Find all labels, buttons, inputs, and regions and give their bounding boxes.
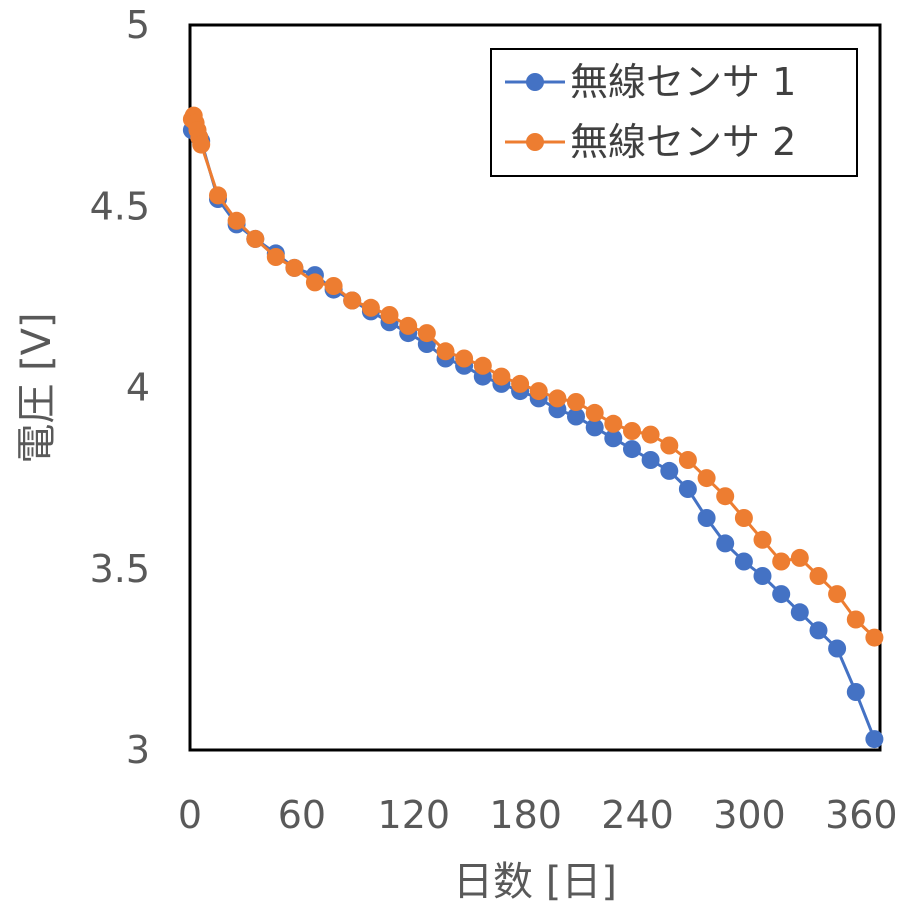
data-point	[604, 429, 623, 448]
series-layer	[182, 106, 884, 749]
data-point	[772, 552, 791, 571]
data-point	[623, 440, 641, 459]
data-point	[828, 639, 847, 658]
y-tick-label: 4.5	[90, 184, 150, 228]
data-point	[266, 248, 285, 266]
series-line	[190, 111, 876, 639]
data-point	[641, 451, 660, 469]
legend-label: 無線センサ 2	[570, 120, 796, 164]
y-tick-label: 4	[126, 366, 150, 410]
data-point	[585, 418, 604, 437]
data-point	[492, 367, 511, 386]
data-point	[828, 585, 847, 604]
data-point	[734, 552, 753, 571]
data-point	[772, 585, 791, 604]
data-point	[623, 422, 641, 440]
y-axis-title: 電圧 [V]	[14, 312, 60, 463]
data-point	[285, 258, 304, 277]
data-point	[246, 229, 265, 248]
data-point	[529, 382, 548, 401]
data-point	[436, 342, 455, 361]
data-point	[716, 487, 735, 506]
data-point	[585, 403, 604, 422]
data-point	[809, 567, 828, 585]
data-point	[660, 461, 679, 480]
data-point	[734, 509, 753, 527]
legend-box	[490, 48, 858, 177]
series-2	[182, 106, 884, 647]
data-point	[417, 324, 436, 343]
y-tick-label: 3.5	[90, 547, 150, 591]
y-tick-label: 5	[126, 3, 150, 47]
data-point	[227, 211, 246, 230]
x-axis-title: 日数 [日]	[453, 859, 617, 905]
x-axis-ticks: 0 60 120 180 240 300 360	[178, 793, 898, 837]
legend: 無線センサ 1 無線センサ 2	[490, 48, 858, 177]
data-point	[567, 393, 585, 411]
y-tick-label: 3	[126, 728, 150, 772]
data-point	[473, 356, 492, 375]
data-point	[716, 534, 735, 553]
data-point	[790, 548, 809, 567]
x-tick-label: 240	[601, 793, 674, 837]
data-point	[324, 277, 343, 295]
data-point	[604, 414, 623, 433]
legend-swatch-marker	[526, 133, 544, 151]
data-point	[846, 610, 865, 629]
data-point	[697, 469, 716, 488]
data-point	[846, 683, 865, 701]
data-point	[455, 349, 474, 368]
data-point	[678, 480, 697, 498]
series-line	[190, 125, 876, 740]
series-1	[182, 117, 884, 749]
data-point	[343, 291, 362, 310]
data-point	[641, 425, 660, 444]
data-point	[399, 316, 418, 335]
legend-label: 無線センサ 1	[570, 60, 796, 104]
data-point	[865, 730, 884, 749]
data-point	[209, 186, 227, 205]
plot-area-frame	[188, 23, 882, 752]
data-point	[660, 436, 679, 455]
data-point	[678, 451, 697, 469]
data-point	[548, 389, 567, 408]
data-point	[753, 530, 772, 549]
data-point	[865, 628, 884, 647]
legend-swatch-marker	[526, 73, 544, 91]
data-point	[361, 298, 380, 317]
y-axis-ticks: 3 3.5 4 4.5 5	[90, 3, 150, 772]
data-point	[192, 135, 211, 154]
x-tick-label: 180	[489, 793, 562, 837]
x-tick-label: 120	[378, 793, 451, 837]
data-point	[380, 306, 399, 324]
data-point	[697, 509, 716, 527]
data-point	[305, 273, 324, 292]
x-tick-label: 60	[278, 793, 326, 837]
data-point	[790, 603, 809, 622]
data-point	[753, 567, 772, 585]
x-tick-label: 0	[178, 793, 202, 837]
data-point	[567, 407, 585, 426]
data-point	[511, 374, 530, 393]
x-tick-label: 360	[825, 793, 898, 837]
data-point	[809, 621, 828, 640]
x-tick-label: 300	[713, 793, 786, 837]
